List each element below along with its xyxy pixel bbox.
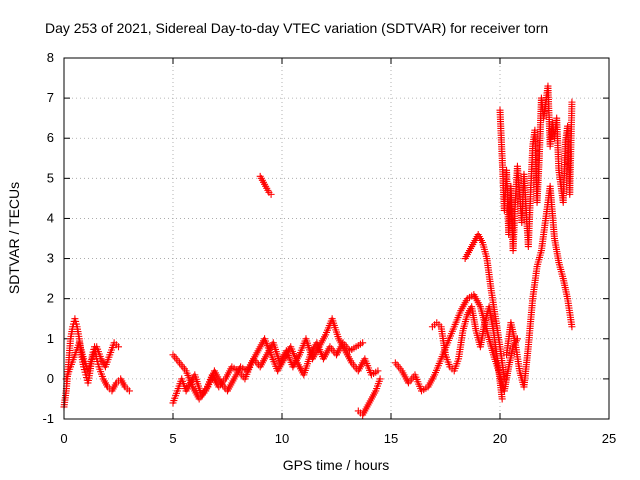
data-point <box>374 367 382 375</box>
y-axis-label: SDTVAR / TECUs <box>6 182 22 294</box>
data-point <box>359 339 367 347</box>
y-tick-label: -1 <box>42 411 54 426</box>
plot-frame <box>63 57 610 420</box>
x-tick-label: 25 <box>602 431 616 446</box>
tick-labels: 0 5 10 15 20 25 -1 0 1 2 3 4 5 6 7 8 <box>42 50 616 446</box>
y-tick-label: 1 <box>47 331 54 346</box>
x-tick-label: 5 <box>169 431 176 446</box>
y-tick-label: 8 <box>47 50 54 65</box>
data-point <box>568 323 576 331</box>
y-tick-label: 2 <box>47 291 54 306</box>
y-tick-label: 7 <box>47 90 54 105</box>
data-point <box>498 395 506 403</box>
y-tick-label: 0 <box>47 371 54 386</box>
data-point <box>568 98 576 106</box>
data-point <box>125 387 133 395</box>
x-tick-label: 0 <box>60 431 67 446</box>
series-sdtvar <box>60 82 576 419</box>
y-tick-label: 3 <box>47 251 54 266</box>
y-tick-label: 4 <box>47 210 54 225</box>
data-point <box>115 343 122 351</box>
data-point <box>267 190 275 198</box>
x-tick-label: 10 <box>275 431 289 446</box>
x-axis-label: GPS time / hours <box>283 457 390 473</box>
data-points <box>60 82 576 419</box>
chart-title: Day 253 of 2021, Sidereal Day-to-day VTE… <box>45 20 548 36</box>
x-tick-label: 20 <box>493 431 507 446</box>
data-point <box>500 375 508 383</box>
y-tick-label: 6 <box>47 130 54 145</box>
data-point <box>376 375 384 383</box>
x-tick-label: 15 <box>384 431 398 446</box>
y-tick-label: 5 <box>47 170 54 185</box>
